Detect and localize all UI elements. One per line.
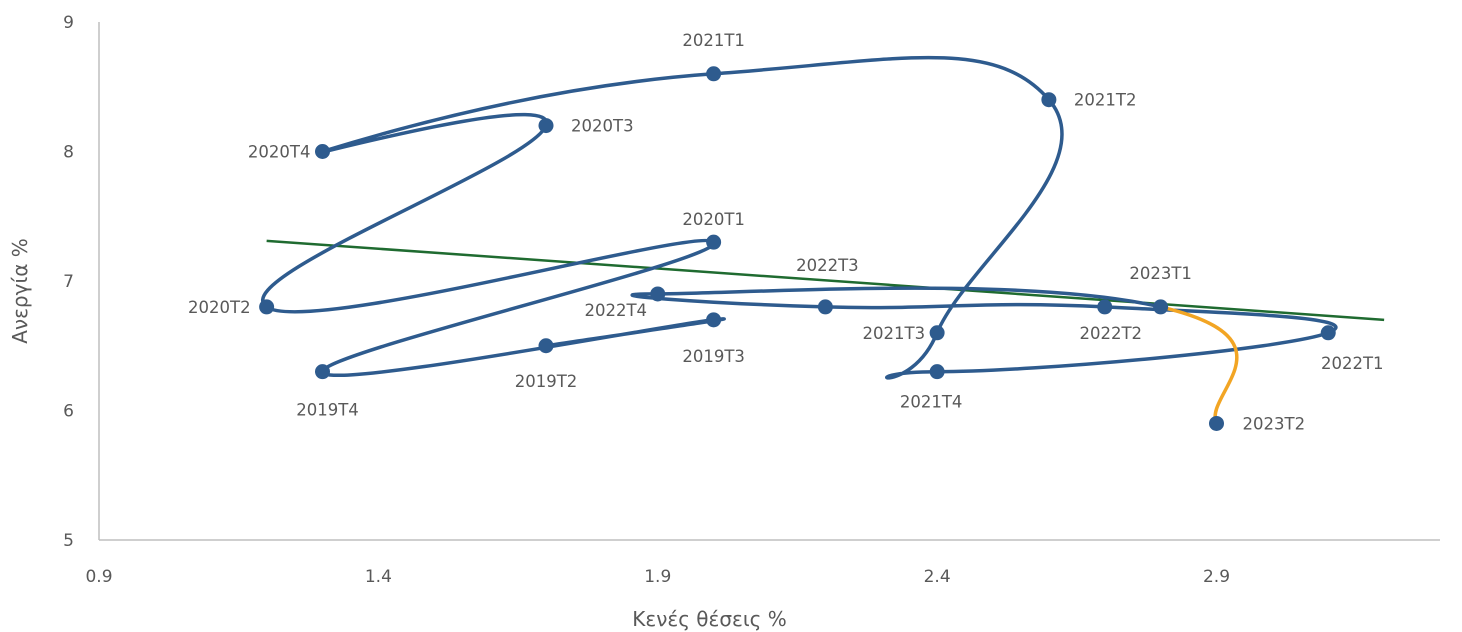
data-points-group bbox=[259, 66, 1336, 431]
data-point bbox=[315, 364, 330, 380]
y-tick-labels: 5 6 7 8 9 bbox=[63, 13, 74, 551]
data-point bbox=[929, 364, 945, 380]
data-label: 2020T2 bbox=[188, 298, 251, 317]
data-label: 2022T1 bbox=[1321, 354, 1384, 373]
data-point bbox=[1209, 415, 1224, 431]
y-tick-label: 9 bbox=[63, 13, 74, 33]
data-label: 2019T4 bbox=[296, 401, 359, 420]
data-label: 2020T4 bbox=[248, 143, 311, 162]
x-tick-labels: 0.9 1.4 1.9 2.4 2.9 bbox=[85, 567, 1230, 587]
y-tick-label: 8 bbox=[63, 143, 74, 163]
y-axis-title: Ανεργία % bbox=[8, 238, 32, 344]
data-label: 2021T3 bbox=[863, 324, 926, 343]
data-label: 2020T3 bbox=[571, 117, 634, 136]
data-point bbox=[1041, 92, 1057, 108]
data-label: 2019T3 bbox=[682, 347, 745, 366]
data-labels-group: 2019T2 2019T3 2019T4 2020T1 2020T2 2020T3 2020… bbox=[188, 31, 1383, 434]
data-point bbox=[259, 299, 275, 315]
data-point bbox=[706, 234, 722, 250]
data-label: 2021T4 bbox=[900, 393, 963, 412]
data-label: 2021T2 bbox=[1074, 91, 1137, 110]
data-label: 2022T2 bbox=[1079, 324, 1142, 343]
data-point bbox=[650, 286, 666, 302]
x-axis-title: Κενές θέσεις % bbox=[632, 607, 786, 631]
data-point bbox=[1097, 299, 1113, 315]
data-label: 2023T1 bbox=[1129, 264, 1192, 283]
trendline-group bbox=[266, 239, 1385, 322]
data-label: 2022T3 bbox=[796, 256, 859, 275]
x-tick-label: 0.9 bbox=[85, 567, 112, 587]
axes bbox=[98, 22, 1440, 541]
data-point bbox=[1153, 299, 1169, 315]
data-point bbox=[538, 338, 554, 354]
x-tick-label: 1.9 bbox=[644, 567, 671, 587]
series-line bbox=[261, 55, 1338, 380]
y-tick-label: 7 bbox=[63, 272, 74, 292]
data-point bbox=[706, 312, 722, 328]
data-label: 2023T2 bbox=[1243, 414, 1306, 433]
series-path-group bbox=[261, 55, 1338, 425]
x-tick-label: 2.9 bbox=[1203, 567, 1230, 587]
data-point bbox=[315, 144, 330, 159]
data-point bbox=[706, 66, 722, 82]
data-point bbox=[817, 299, 833, 315]
data-label: 2020T1 bbox=[682, 210, 745, 229]
data-label: 2019T2 bbox=[515, 372, 578, 391]
x-tick-label: 2.4 bbox=[924, 567, 951, 587]
data-label: 2022T4 bbox=[584, 301, 647, 320]
y-tick-label: 5 bbox=[63, 531, 74, 551]
latest-segment-line bbox=[1160, 305, 1239, 425]
data-point bbox=[929, 325, 945, 341]
data-point bbox=[1320, 325, 1336, 341]
trendline bbox=[266, 239, 1385, 322]
y-tick-label: 6 bbox=[63, 402, 74, 422]
data-point bbox=[538, 118, 554, 134]
x-tick-label: 1.4 bbox=[365, 567, 392, 587]
data-label: 2021T1 bbox=[682, 31, 745, 50]
